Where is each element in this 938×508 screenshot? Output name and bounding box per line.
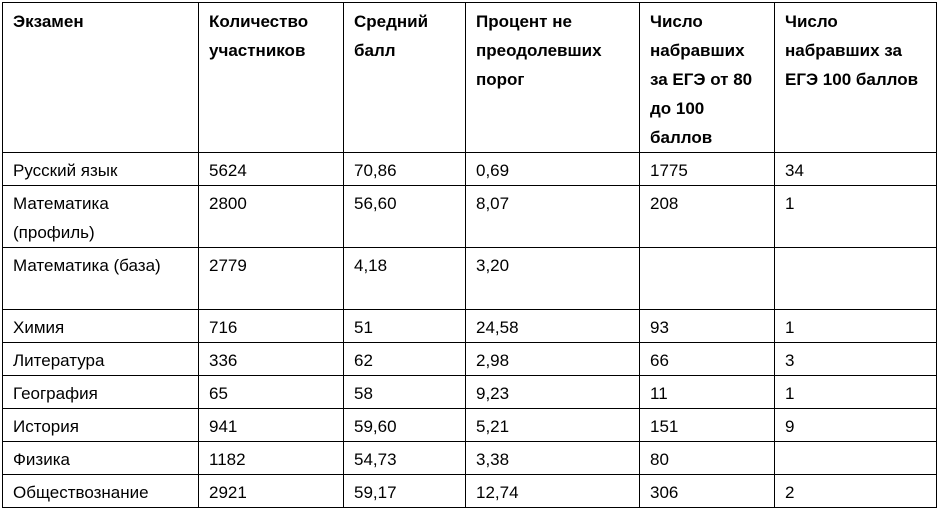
cell-average-score: 59,17: [343, 474, 466, 508]
table-row: Литература 336 62 2,98 66 3: [2, 342, 937, 376]
cell-participants: 2800: [198, 185, 344, 248]
cell-participants: 1182: [198, 441, 344, 475]
cell-average-score: 58: [343, 375, 466, 409]
cell-scored-80-100: 151: [639, 408, 775, 442]
cell-scored-80-100: 208: [639, 185, 775, 248]
header-scored-80-100: Число набравших за ЕГЭ от 80 до 100 балл…: [639, 2, 775, 153]
cell-scored-100: 1: [774, 375, 937, 409]
table-row: Русский язык 5624 70,86 0,69 1775 34: [2, 152, 937, 186]
cell-exam: Литература: [2, 342, 199, 376]
cell-scored-80-100: 80: [639, 441, 775, 475]
cell-failed-percent: 0,69: [465, 152, 640, 186]
cell-failed-percent: 24,58: [465, 309, 640, 343]
cell-scored-80-100: 11: [639, 375, 775, 409]
cell-average-score: 70,86: [343, 152, 466, 186]
cell-participants: 336: [198, 342, 344, 376]
header-average-score: Средний балл: [343, 2, 466, 153]
table-row: Обществознание 2921 59,17 12,74 306 2: [2, 474, 937, 508]
cell-exam: Математика (профиль): [2, 185, 199, 248]
cell-average-score: 51: [343, 309, 466, 343]
table-row: Математика (база) 2779 4,18 3,20: [2, 247, 937, 310]
table-row: Математика (профиль) 2800 56,60 8,07 208…: [2, 185, 937, 248]
cell-failed-percent: 2,98: [465, 342, 640, 376]
cell-average-score: 4,18: [343, 247, 466, 310]
cell-participants: 2921: [198, 474, 344, 508]
cell-participants: 5624: [198, 152, 344, 186]
cell-scored-100: 34: [774, 152, 937, 186]
cell-exam: Химия: [2, 309, 199, 343]
cell-average-score: 56,60: [343, 185, 466, 248]
header-scored-100: Число набравших за ЕГЭ 100 баллов: [774, 2, 937, 153]
cell-failed-percent: 3,38: [465, 441, 640, 475]
cell-scored-80-100: 66: [639, 342, 775, 376]
cell-failed-percent: 5,21: [465, 408, 640, 442]
cell-exam: Обществознание: [2, 474, 199, 508]
cell-average-score: 59,60: [343, 408, 466, 442]
cell-failed-percent: 9,23: [465, 375, 640, 409]
cell-exam: Физика: [2, 441, 199, 475]
table-row: Физика 1182 54,73 3,38 80: [2, 441, 937, 475]
table-row: История 941 59,60 5,21 151 9: [2, 408, 937, 442]
cell-participants: 2779: [198, 247, 344, 310]
cell-scored-100: [774, 247, 937, 310]
cell-participants: 941: [198, 408, 344, 442]
cell-participants: 716: [198, 309, 344, 343]
cell-exam: Русский язык: [2, 152, 199, 186]
cell-scored-80-100: 1775: [639, 152, 775, 186]
cell-exam: История: [2, 408, 199, 442]
header-exam: Экзамен: [2, 2, 199, 153]
cell-failed-percent: 8,07: [465, 185, 640, 248]
cell-failed-percent: 12,74: [465, 474, 640, 508]
cell-scored-100: 3: [774, 342, 937, 376]
cell-failed-percent: 3,20: [465, 247, 640, 310]
cell-scored-100: 1: [774, 309, 937, 343]
table-row: География 65 58 9,23 11 1: [2, 375, 937, 409]
cell-exam: География: [2, 375, 199, 409]
cell-exam: Математика (база): [2, 247, 199, 310]
header-participants: Количество участников: [198, 2, 344, 153]
cell-scored-80-100: [639, 247, 775, 310]
cell-scored-100: [774, 441, 937, 475]
cell-average-score: 54,73: [343, 441, 466, 475]
cell-scored-80-100: 93: [639, 309, 775, 343]
header-failed-percent: Процент не преодолевших порог: [465, 2, 640, 153]
table-header-row: Экзамен Количество участников Средний ба…: [2, 2, 937, 153]
cell-scored-80-100: 306: [639, 474, 775, 508]
cell-participants: 65: [198, 375, 344, 409]
table-row: Химия 716 51 24,58 93 1: [2, 309, 937, 343]
cell-scored-100: 2: [774, 474, 937, 508]
cell-scored-100: 1: [774, 185, 937, 248]
cell-average-score: 62: [343, 342, 466, 376]
cell-scored-100: 9: [774, 408, 937, 442]
